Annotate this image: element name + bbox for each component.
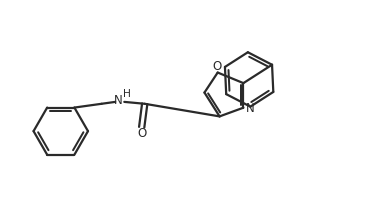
- Text: N: N: [114, 93, 122, 107]
- Text: O: O: [213, 60, 222, 73]
- Text: O: O: [137, 127, 146, 140]
- Text: H: H: [122, 89, 131, 99]
- Text: N: N: [245, 102, 254, 115]
